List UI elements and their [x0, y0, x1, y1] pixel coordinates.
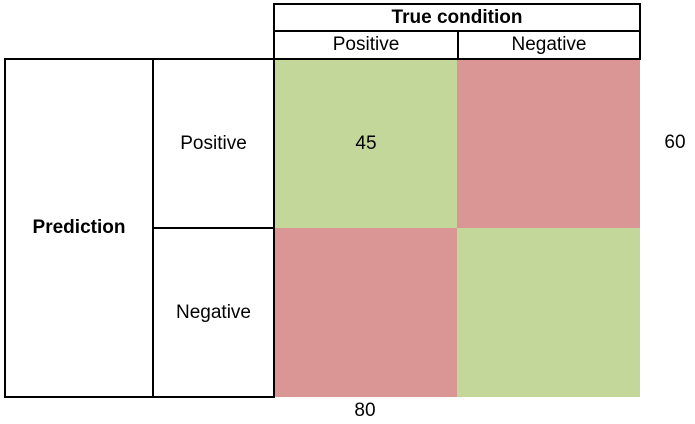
column-header-negative-label: Negative	[511, 34, 587, 55]
cell-true-positive-value: 45	[355, 133, 377, 154]
column-header-negative: Negative	[457, 30, 641, 60]
true-condition-header: True condition	[273, 3, 641, 32]
prediction-header: Prediction	[4, 58, 154, 398]
cell-false-negative	[275, 228, 457, 397]
column-total-positive-value: 80	[354, 399, 376, 421]
row-total-positive: 60	[652, 128, 695, 158]
cell-false-positive	[457, 60, 640, 228]
column-header-positive-label: Positive	[332, 34, 400, 55]
row-header-negative: Negative	[152, 227, 275, 398]
true-condition-title: True condition	[391, 6, 523, 28]
column-total-positive: 80	[335, 397, 395, 424]
cell-true-positive: 45	[275, 60, 457, 228]
column-header-positive: Positive	[273, 30, 459, 60]
cell-true-negative	[457, 228, 640, 397]
row-header-positive: Positive	[152, 58, 275, 229]
row-header-positive-label: Positive	[180, 132, 247, 154]
row-header-negative-label: Negative	[176, 301, 251, 323]
row-total-positive-value: 60	[664, 132, 686, 153]
prediction-title: Prediction	[32, 217, 126, 238]
